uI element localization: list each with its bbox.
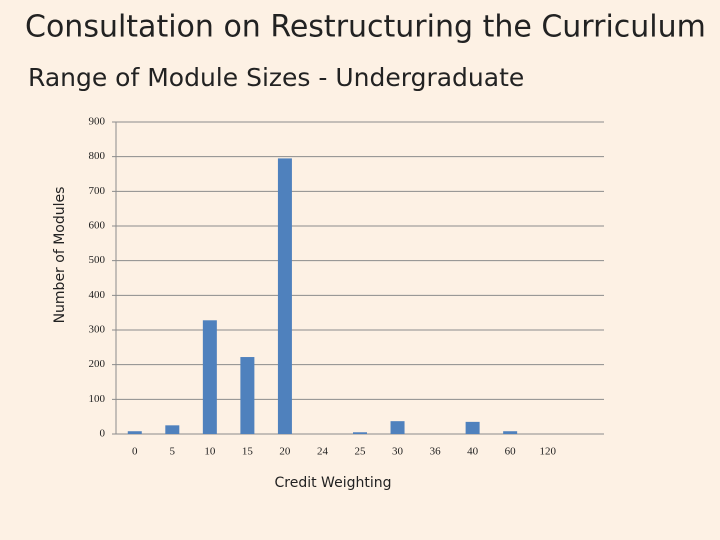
y-tick-label: 100 <box>89 393 106 405</box>
x-tick-label: 36 <box>430 446 442 458</box>
x-tick-label: 24 <box>317 446 329 458</box>
x-axis-title: Credit Weighting <box>275 475 392 491</box>
bar <box>277 158 292 434</box>
y-tick-label: 900 <box>89 116 106 128</box>
bar <box>503 431 518 434</box>
bar <box>353 432 367 434</box>
bar <box>390 421 405 434</box>
x-tick-label: 120 <box>539 446 556 458</box>
bar <box>165 425 180 434</box>
x-tick-label: 0 <box>132 446 138 458</box>
bar <box>465 421 480 434</box>
y-tick-label: 400 <box>89 289 106 301</box>
bar <box>202 320 217 434</box>
y-tick-label: 600 <box>89 220 106 232</box>
slide-title: Consultation on Restructuring the Curric… <box>25 10 706 45</box>
x-tick-label: 30 <box>392 446 404 458</box>
x-tick-label: 10 <box>204 446 216 458</box>
x-tick-label: 20 <box>279 446 291 458</box>
bar <box>127 431 142 434</box>
x-tick-label: 60 <box>505 446 517 458</box>
x-tick-label: 40 <box>467 446 479 458</box>
slide-subtitle: Range of Module Sizes - Undergraduate <box>28 63 524 92</box>
y-tick-label: 800 <box>89 150 106 162</box>
y-tick-label: 300 <box>89 324 106 336</box>
y-tick-label: 700 <box>89 185 106 197</box>
y-tick-label: 0 <box>100 428 106 440</box>
x-tick-label: 5 <box>170 446 176 458</box>
y-tick-label: 500 <box>89 254 106 266</box>
bar <box>240 357 255 434</box>
y-tick-label: 200 <box>89 358 106 370</box>
y-axis-title: Number of Modules <box>52 187 68 324</box>
x-tick-label: 15 <box>242 446 254 458</box>
x-tick-label: 25 <box>355 446 367 458</box>
